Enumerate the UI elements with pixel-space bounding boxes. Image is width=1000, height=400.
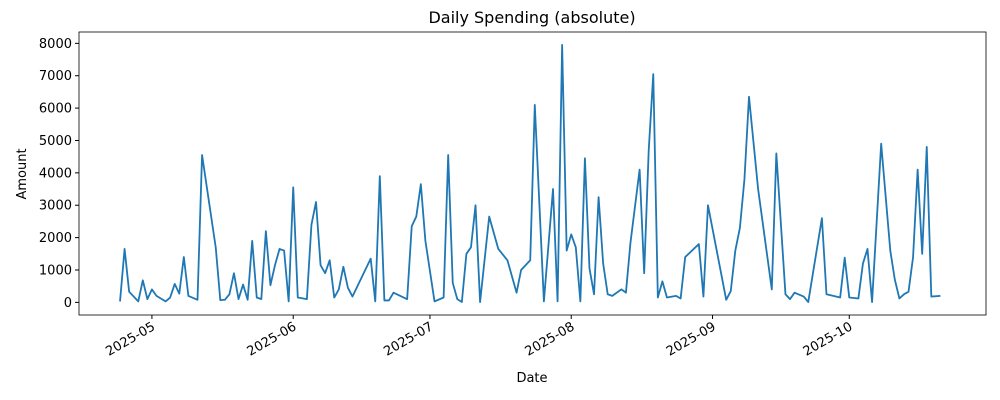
x-tick-label: 2025-09 xyxy=(664,319,719,359)
y-tick-label: 1000 xyxy=(39,263,72,278)
y-tick-label: 0 xyxy=(64,296,72,311)
plot-frame xyxy=(78,31,987,316)
y-tick-label: 8000 xyxy=(39,37,72,52)
series-line xyxy=(119,44,941,303)
chart-title: Daily Spending (absolute) xyxy=(428,8,635,27)
y-tick-label: 6000 xyxy=(39,102,72,117)
y-tick-label: 7000 xyxy=(39,69,72,84)
y-tick-label: 4000 xyxy=(39,166,72,181)
y-tick-label: 5000 xyxy=(39,134,72,149)
x-axis-label: Date xyxy=(516,371,547,386)
x-tick-label: 2025-06 xyxy=(245,319,300,359)
x-tick-label: 2025-07 xyxy=(381,319,436,359)
y-axis-label: Amount xyxy=(15,148,30,199)
x-tick-label: 2025-10 xyxy=(801,319,856,359)
x-tick-label: 2025-08 xyxy=(523,319,578,359)
x-tick-label: 2025-05 xyxy=(103,319,158,359)
y-tick-label: 3000 xyxy=(39,199,72,214)
y-tick-label: 2000 xyxy=(39,231,72,246)
